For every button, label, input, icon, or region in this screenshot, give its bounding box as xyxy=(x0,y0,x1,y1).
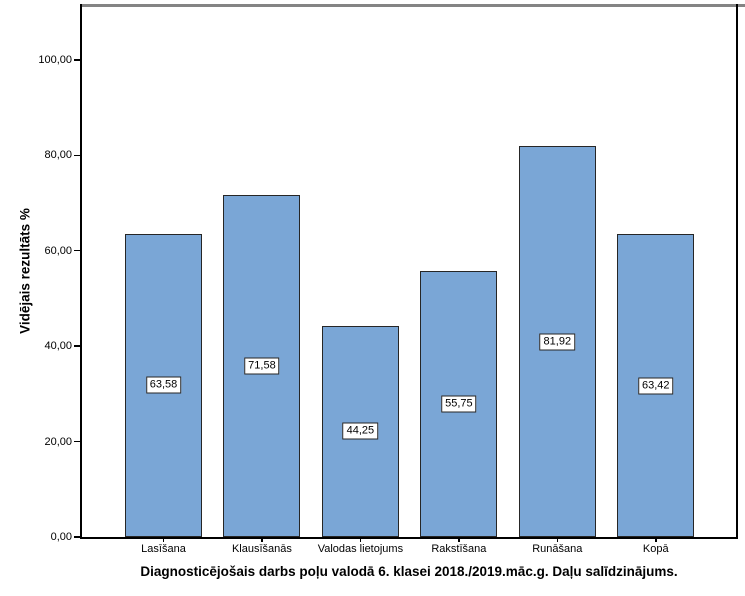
y-tick-mark xyxy=(74,59,81,61)
y-tick-mark xyxy=(74,345,81,347)
x-axis-line xyxy=(80,537,738,539)
y-tick-mark xyxy=(74,536,81,538)
x-tick-mark xyxy=(261,538,263,542)
bar-value-label: 81,92 xyxy=(539,333,576,351)
x-category-label: Rakstīšana xyxy=(431,543,487,555)
x-tick-mark xyxy=(359,538,362,542)
x-category-label: Runāšana xyxy=(532,543,583,555)
x-tick-mark xyxy=(655,538,657,542)
plot-top-border xyxy=(81,4,745,7)
y-axis-line xyxy=(80,4,82,538)
x-category-label: Klausīšanās xyxy=(231,543,292,555)
y-tick-mark xyxy=(74,249,81,252)
y-axis-title: Vidējais rezultāts % xyxy=(17,208,33,334)
y-tick-mark xyxy=(74,440,81,443)
plot-right-border xyxy=(736,4,738,538)
x-category-label: Lasīšana xyxy=(141,543,186,555)
bar-value-label: 71,58 xyxy=(244,357,280,375)
y-tick-label: 20,00 xyxy=(44,435,72,448)
bar-value-label: 63,42 xyxy=(637,377,674,395)
y-tick-label: 100,00 xyxy=(38,53,72,66)
x-tick-mark xyxy=(556,538,559,542)
bar-value-label: 55,75 xyxy=(441,395,477,413)
x-category-label: Kopā xyxy=(642,543,669,555)
x-tick-mark xyxy=(458,538,460,542)
chart-title: Diagnosticējošais darbs poļu valodā 6. k… xyxy=(140,564,678,579)
bar-value-label: 44,25 xyxy=(342,422,379,440)
y-tick-label: 60,00 xyxy=(44,244,72,257)
y-tick-label: 80,00 xyxy=(44,149,72,162)
y-tick-mark xyxy=(74,154,81,157)
y-tick-label: 40,00 xyxy=(44,340,72,353)
x-tick-mark xyxy=(162,538,165,542)
bar-value-label: 63,58 xyxy=(145,376,182,394)
x-category-label: Valodas lietojums xyxy=(317,543,404,555)
y-tick-label: 0,00 xyxy=(50,531,72,543)
